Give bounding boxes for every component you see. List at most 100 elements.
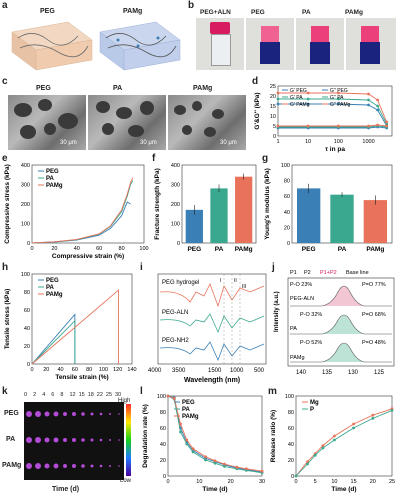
ftir-peak-i: I [220,278,221,284]
panel-a-pamg-label: PAMg [123,8,143,15]
chart-e-svg: 0 100 200 300 400 0 20 40 60 80 100 Compressive str… [4,163,149,260]
x-tick-label: PEG [302,246,316,253]
k-day-label: 12 [69,392,76,398]
data-point [276,97,280,101]
ftir-xlabel: Wavelength (nm) [184,377,240,384]
data-point [306,462,309,466]
x-tick-label: 100 [99,367,108,373]
y-axis-label: G'&G'' (kPa) [254,92,261,129]
panel-a-schematic [11,21,181,71]
data-point [371,417,375,420]
y-axis-label: Fracture strength (kPa) [154,168,161,240]
x-tick-label: 15 [351,479,357,485]
legend-label: PAMg [46,292,63,298]
data-point [385,120,389,124]
data-point [336,97,340,101]
data-point [390,409,394,412]
y-axis-label: Tensile stress (kPa) [4,289,11,350]
bar-peg [185,209,203,243]
k-day-label: 30 [115,392,122,398]
plot-frame [31,273,133,365]
series-line-GPAMg [278,92,388,123]
data-point [376,108,380,112]
legend-label: PAMg [46,183,63,189]
k-day-label: 22 [96,392,103,398]
legend-label: PEG [46,278,59,284]
k-day-label: 25 [105,392,113,398]
data-point [260,469,264,473]
data-point [223,462,226,466]
panel-d-letter: d [252,76,259,87]
xps-row2-po: P-O 32% [300,312,322,318]
data-point [276,102,280,106]
data-point [385,122,389,126]
panel-b-label-peg: PEG [251,9,265,16]
series-line-GPA [278,125,387,128]
legend-label: G' PA [290,95,303,101]
x-tick-label: 20 [51,246,57,252]
k-xlabel: Time (d) [52,486,80,493]
x-tick-label: 10 [196,479,202,485]
data-point [367,124,370,128]
xps-row2-peq: P=O 68% [362,312,386,318]
x-tick-label: 80 [119,246,125,252]
k-day-label: 6 [51,392,55,398]
k-day-label: 18 [87,392,94,398]
y-tick-label: 0 [27,362,30,368]
plot-frame [295,395,393,477]
panel-h-letter: h [2,262,9,273]
data-point [352,422,355,426]
y-tick-label: 20 [24,344,30,350]
y-axis-label: Young's modulus (kPa) [264,168,271,239]
series-line-P [295,409,393,477]
panel-b-letter: b [188,0,195,11]
x-tick-label: 0 [30,367,33,373]
x-tick-label: 60 [96,246,102,252]
plot-frame [277,85,393,137]
y-tick-label: 20 [160,458,166,464]
y-tick-label: 300 [21,183,30,189]
x-tick-label: 30 [259,479,265,485]
series-line-GPAMg [278,124,387,127]
x-tick-label: PA [338,246,347,253]
y-tick-label: 60 [288,426,294,432]
series-line-GPEG [278,103,388,127]
x-tick-label: PA [215,246,224,253]
x-tick-label: 1 [276,139,279,145]
y-tick-label: 40 [284,210,290,216]
panel-g-letter: g [262,153,269,164]
y-tick-label: 0 [287,241,290,247]
y-tick-label: 40 [24,326,30,332]
data-point [191,447,195,451]
x-tick-label: 20 [43,367,49,373]
y-tick-label: 80 [288,410,294,416]
k-row-peg: PEG [4,410,19,417]
ftir-tick-1500: 1500 [208,368,222,374]
y-tick-label: 100 [281,163,290,169]
sem-image-pa: 30 μm [88,95,166,150]
y-tick-label: 0 [27,241,30,247]
x-tick-label: 140 [127,367,136,373]
bar-pa [210,188,228,243]
k-day-label: 2 [33,392,37,398]
data-point [179,422,182,426]
data-point [172,397,176,400]
data-point [352,426,355,430]
plot-frame [167,395,263,477]
k-fluorescence-spots [26,411,120,469]
data-point [306,102,310,106]
chart-m-svg: 0 20 40 60 80 100 0 5 10 15 20 25 Time (d) Release ra… [270,394,395,493]
bar-pa [330,194,354,243]
bar-pamg [235,176,253,243]
y-tick-label: 100 [157,394,166,400]
xps-row3-name: PAMg [290,355,305,361]
x-axis-label: Time (d) [331,486,356,493]
y-tick-label: 100 [171,222,180,228]
y-tick-label: 0 [177,241,180,247]
y-tick-label: 60 [24,308,30,314]
x-tick-label: 40 [74,246,80,252]
data-point [213,459,217,463]
ftir-tick-3500: 3500 [172,368,186,374]
x-tick-label: 80 [86,367,92,373]
panel-b-label-pa: PA [302,9,311,16]
